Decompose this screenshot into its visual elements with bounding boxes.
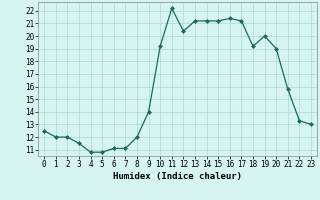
X-axis label: Humidex (Indice chaleur): Humidex (Indice chaleur) bbox=[113, 172, 242, 181]
